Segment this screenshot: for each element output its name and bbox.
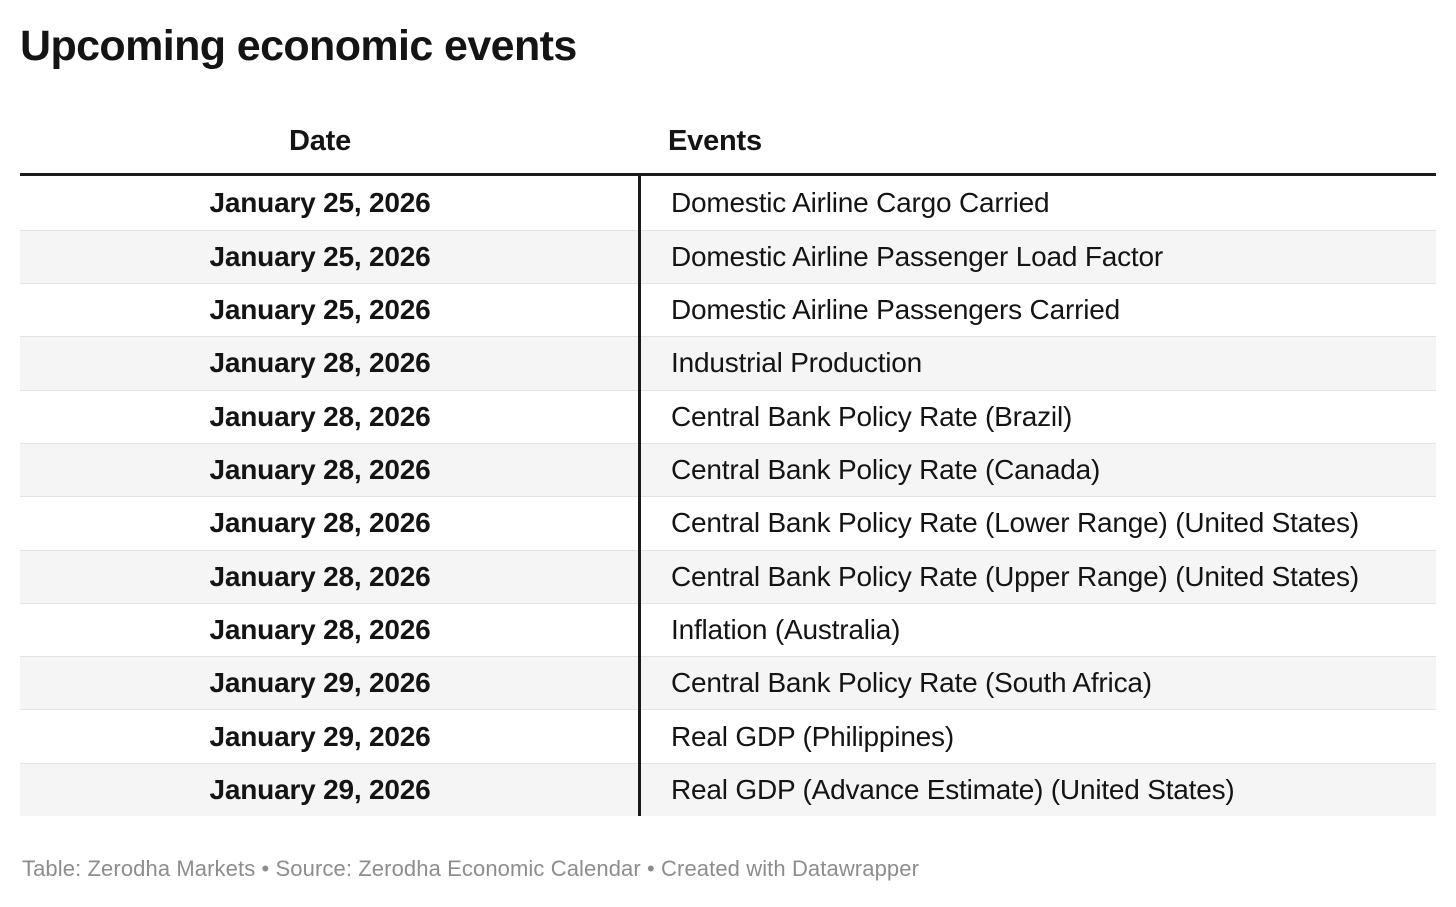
date-cell: January 29, 2026 [209,667,431,699]
table-row: January 28, 2026 Central Bank Policy Rat… [20,549,1436,603]
event-cell: Central Bank Policy Rate (Lower Range) (… [671,507,1359,539]
column-header-events: Events [668,125,762,158]
date-cell: January 28, 2026 [209,454,431,486]
economic-events-table-page: Upcoming economic events Date Events Jan… [20,22,1436,881]
table-row: January 28, 2026 Inflation (Australia) [20,602,1436,656]
table-row: January 28, 2026 Central Bank Policy Rat… [20,389,1436,443]
date-cell: January 25, 2026 [209,294,431,326]
table-row: January 29, 2026 Real GDP (Advance Estim… [20,762,1436,816]
event-cell: Central Bank Policy Rate (Canada) [671,454,1101,486]
table-row: January 25, 2026 Domestic Airline Cargo … [20,176,1436,229]
date-cell: January 28, 2026 [209,507,431,539]
event-cell: Domestic Airline Cargo Carried [671,187,1050,219]
date-cell: January 29, 2026 [209,720,431,752]
event-cell: Real GDP (Advance Estimate) (United Stat… [671,773,1235,805]
event-cell: Central Bank Policy Rate (Upper Range) (… [671,560,1359,592]
date-cell: January 25, 2026 [209,240,431,272]
event-cell: Industrial Production [671,347,923,379]
table-row: January 28, 2026 Industrial Production [20,336,1436,390]
table-row: January 25, 2026 Domestic Airline Passen… [20,283,1436,336]
table-header-row: Date Events [20,125,1436,177]
date-cell: January 28, 2026 [209,560,431,592]
event-cell: Inflation (Australia) [671,613,901,645]
column-header-date: Date [288,125,352,158]
table-row: January 28, 2026 Central Bank Policy Rat… [20,442,1436,497]
date-cell: January 28, 2026 [209,613,431,645]
table-body: January 25, 2026 Domestic Airline Cargo … [20,176,1436,816]
event-cell: Central Bank Policy Rate (Brazil) [671,400,1073,432]
table-row: January 29, 2026 Central Bank Policy Rat… [20,656,1436,710]
date-cell: January 25, 2026 [209,187,431,219]
date-cell: January 28, 2026 [209,347,431,379]
table-row: January 29, 2026 Real GDP (Philippines) [20,709,1436,762]
event-cell: Domestic Airline Passenger Load Factor [671,240,1163,272]
table-footnote: Table: Zerodha Markets • Source: Zerodha… [22,856,919,881]
date-cell: January 29, 2026 [209,773,431,805]
event-cell: Central Bank Policy Rate (South Africa) [671,667,1152,699]
event-cell: Real GDP (Philippines) [671,720,954,752]
page-title: Upcoming economic events [20,22,577,70]
date-cell: January 28, 2026 [209,400,431,432]
table-row: January 25, 2026 Domestic Airline Passen… [20,229,1436,284]
event-cell: Domestic Airline Passengers Carried [671,294,1120,326]
table-row: January 28, 2026 Central Bank Policy Rat… [20,496,1436,549]
